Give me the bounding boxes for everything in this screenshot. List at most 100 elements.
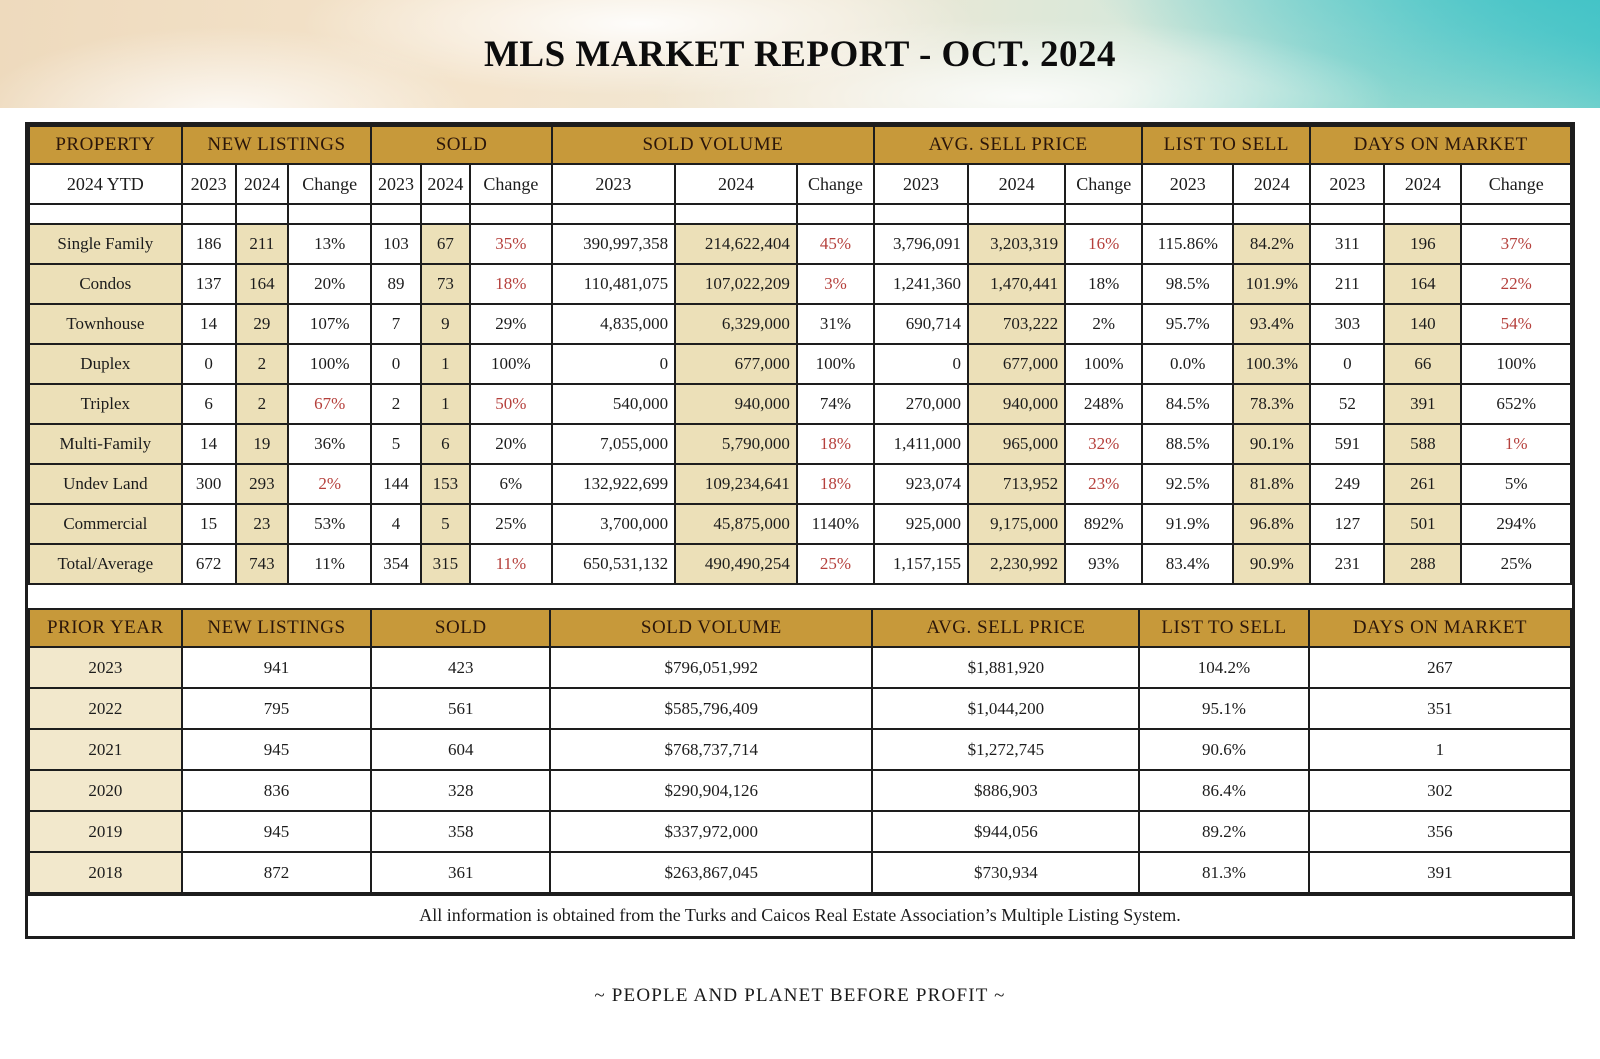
ytd-row-townhouse: Townhouse 14 29 107% 7 9 29% 4,835,000 6,329,000… bbox=[28, 303, 1572, 345]
cell: 561 bbox=[370, 687, 552, 730]
cell: 84.2% bbox=[1232, 223, 1312, 265]
cell: 11% bbox=[469, 543, 553, 585]
cell: 101.9% bbox=[1232, 263, 1312, 305]
cell: 965,000 bbox=[967, 423, 1067, 465]
cell: 115.86% bbox=[1141, 223, 1235, 265]
cell: 20% bbox=[287, 263, 373, 305]
cell: 140 bbox=[1383, 303, 1463, 345]
table-gap bbox=[28, 585, 1572, 608]
spacer-cell bbox=[1460, 203, 1572, 225]
cell: $1,881,920 bbox=[871, 646, 1141, 689]
cell: 300 bbox=[180, 463, 237, 505]
cell: 18% bbox=[795, 463, 875, 505]
subheader-cell: Change bbox=[1064, 163, 1144, 205]
cell: 1,241,360 bbox=[872, 263, 970, 305]
prior-row-2023: 2023 941 423 $796,051,992 $1,881,920 104.2% 26… bbox=[28, 646, 1573, 689]
cell: $886,903 bbox=[871, 769, 1141, 812]
subheader-cell: 2023 bbox=[370, 163, 422, 205]
cell: 490,490,254 bbox=[674, 543, 798, 585]
prior-header-sold: SOLD bbox=[370, 608, 552, 648]
cell: 164 bbox=[234, 263, 290, 305]
cell: 945 bbox=[180, 728, 373, 771]
property-label: Total/Average bbox=[28, 543, 183, 585]
cell: 78.3% bbox=[1232, 383, 1312, 425]
cell: 7 bbox=[370, 303, 422, 345]
cell: $337,972,000 bbox=[549, 810, 874, 853]
cell: 677,000 bbox=[674, 343, 798, 385]
cell: 0.0% bbox=[1141, 343, 1235, 385]
cell: 144 bbox=[370, 463, 422, 505]
cell: 67 bbox=[419, 223, 472, 265]
cell: 3,796,091 bbox=[872, 223, 970, 265]
cell: 100% bbox=[469, 343, 553, 385]
cell: 303 bbox=[1309, 303, 1386, 345]
cell: 743 bbox=[234, 543, 290, 585]
cell: 925,000 bbox=[872, 503, 970, 545]
cell: 4,835,000 bbox=[550, 303, 677, 345]
cell: 836 bbox=[180, 769, 373, 812]
cell: 25% bbox=[795, 543, 875, 585]
cell: 107% bbox=[287, 303, 373, 345]
cell: 872 bbox=[180, 851, 373, 894]
cell: 100% bbox=[1064, 343, 1144, 385]
cell: 6 bbox=[419, 423, 472, 465]
cell: 14 bbox=[180, 303, 237, 345]
cell: $1,272,745 bbox=[871, 728, 1141, 771]
cell: $290,904,126 bbox=[549, 769, 874, 812]
cell: 32% bbox=[1064, 423, 1144, 465]
spacer-cell bbox=[1383, 203, 1463, 225]
prior-header-sold-volume: SOLD VOLUME bbox=[549, 608, 874, 648]
cell: 2% bbox=[1064, 303, 1144, 345]
cell: 153 bbox=[419, 463, 472, 505]
cell: 267 bbox=[1307, 646, 1573, 689]
cell: 11% bbox=[287, 543, 373, 585]
cell: 35% bbox=[469, 223, 553, 265]
cell: 98.5% bbox=[1141, 263, 1235, 305]
cell: 91.9% bbox=[1141, 503, 1235, 545]
cell: 391 bbox=[1383, 383, 1463, 425]
report-banner: MLS MARKET REPORT - OCT. 2024 bbox=[0, 0, 1600, 108]
spacer-cell bbox=[1141, 203, 1235, 225]
spacer-cell bbox=[872, 203, 970, 225]
cell: 1% bbox=[1460, 423, 1572, 465]
cell: 358 bbox=[370, 810, 552, 853]
spacer-cell bbox=[234, 203, 290, 225]
cell: 214,622,404 bbox=[674, 223, 798, 265]
subheader-cell: 2024 bbox=[234, 163, 290, 205]
cell: 95.1% bbox=[1138, 687, 1310, 730]
spacer-cell bbox=[419, 203, 472, 225]
cell: 293 bbox=[234, 463, 290, 505]
cell: $1,044,200 bbox=[871, 687, 1141, 730]
cell: 83.4% bbox=[1141, 543, 1235, 585]
cell: 354 bbox=[370, 543, 422, 585]
prior-row-2018: 2018 872 361 $263,867,045 $730,934 81.3% 391 bbox=[28, 851, 1573, 894]
cell: 361 bbox=[370, 851, 552, 894]
subheader-cell: 2023 bbox=[550, 163, 677, 205]
cell: 74% bbox=[795, 383, 875, 425]
prior-row-2019: 2019 945 358 $337,972,000 $944,056 89.2% 356 bbox=[28, 810, 1573, 853]
column-group-sold: SOLD bbox=[370, 125, 553, 165]
cell: 90.6% bbox=[1138, 728, 1310, 771]
cell: 67% bbox=[287, 383, 373, 425]
property-label: Triplex bbox=[28, 383, 183, 425]
cell: 45% bbox=[795, 223, 875, 265]
cell: 89.2% bbox=[1138, 810, 1310, 853]
cell: 81.3% bbox=[1138, 851, 1310, 894]
cell: 6% bbox=[469, 463, 553, 505]
cell: 3% bbox=[795, 263, 875, 305]
cell: 53% bbox=[287, 503, 373, 545]
report-body: PROPERTY NEW LISTINGS SOLD SOLD VOLUME AVG. … bbox=[25, 122, 1575, 939]
prior-header-new-listings: NEW LISTINGS bbox=[180, 608, 373, 648]
cell: 390,997,358 bbox=[550, 223, 677, 265]
property-label: Townhouse bbox=[28, 303, 183, 345]
cell: 302 bbox=[1307, 769, 1573, 812]
cell: 677,000 bbox=[967, 343, 1067, 385]
cell: 3,203,319 bbox=[967, 223, 1067, 265]
subheader-cell: 2024 bbox=[419, 163, 472, 205]
cell: 20% bbox=[469, 423, 553, 465]
ytd-group-header-row: PROPERTY NEW LISTINGS SOLD SOLD VOLUME AVG. … bbox=[28, 125, 1572, 165]
year-label: 2022 bbox=[28, 687, 183, 730]
cell: 270,000 bbox=[872, 383, 970, 425]
cell: 90.1% bbox=[1232, 423, 1312, 465]
spacer-cell bbox=[180, 203, 237, 225]
